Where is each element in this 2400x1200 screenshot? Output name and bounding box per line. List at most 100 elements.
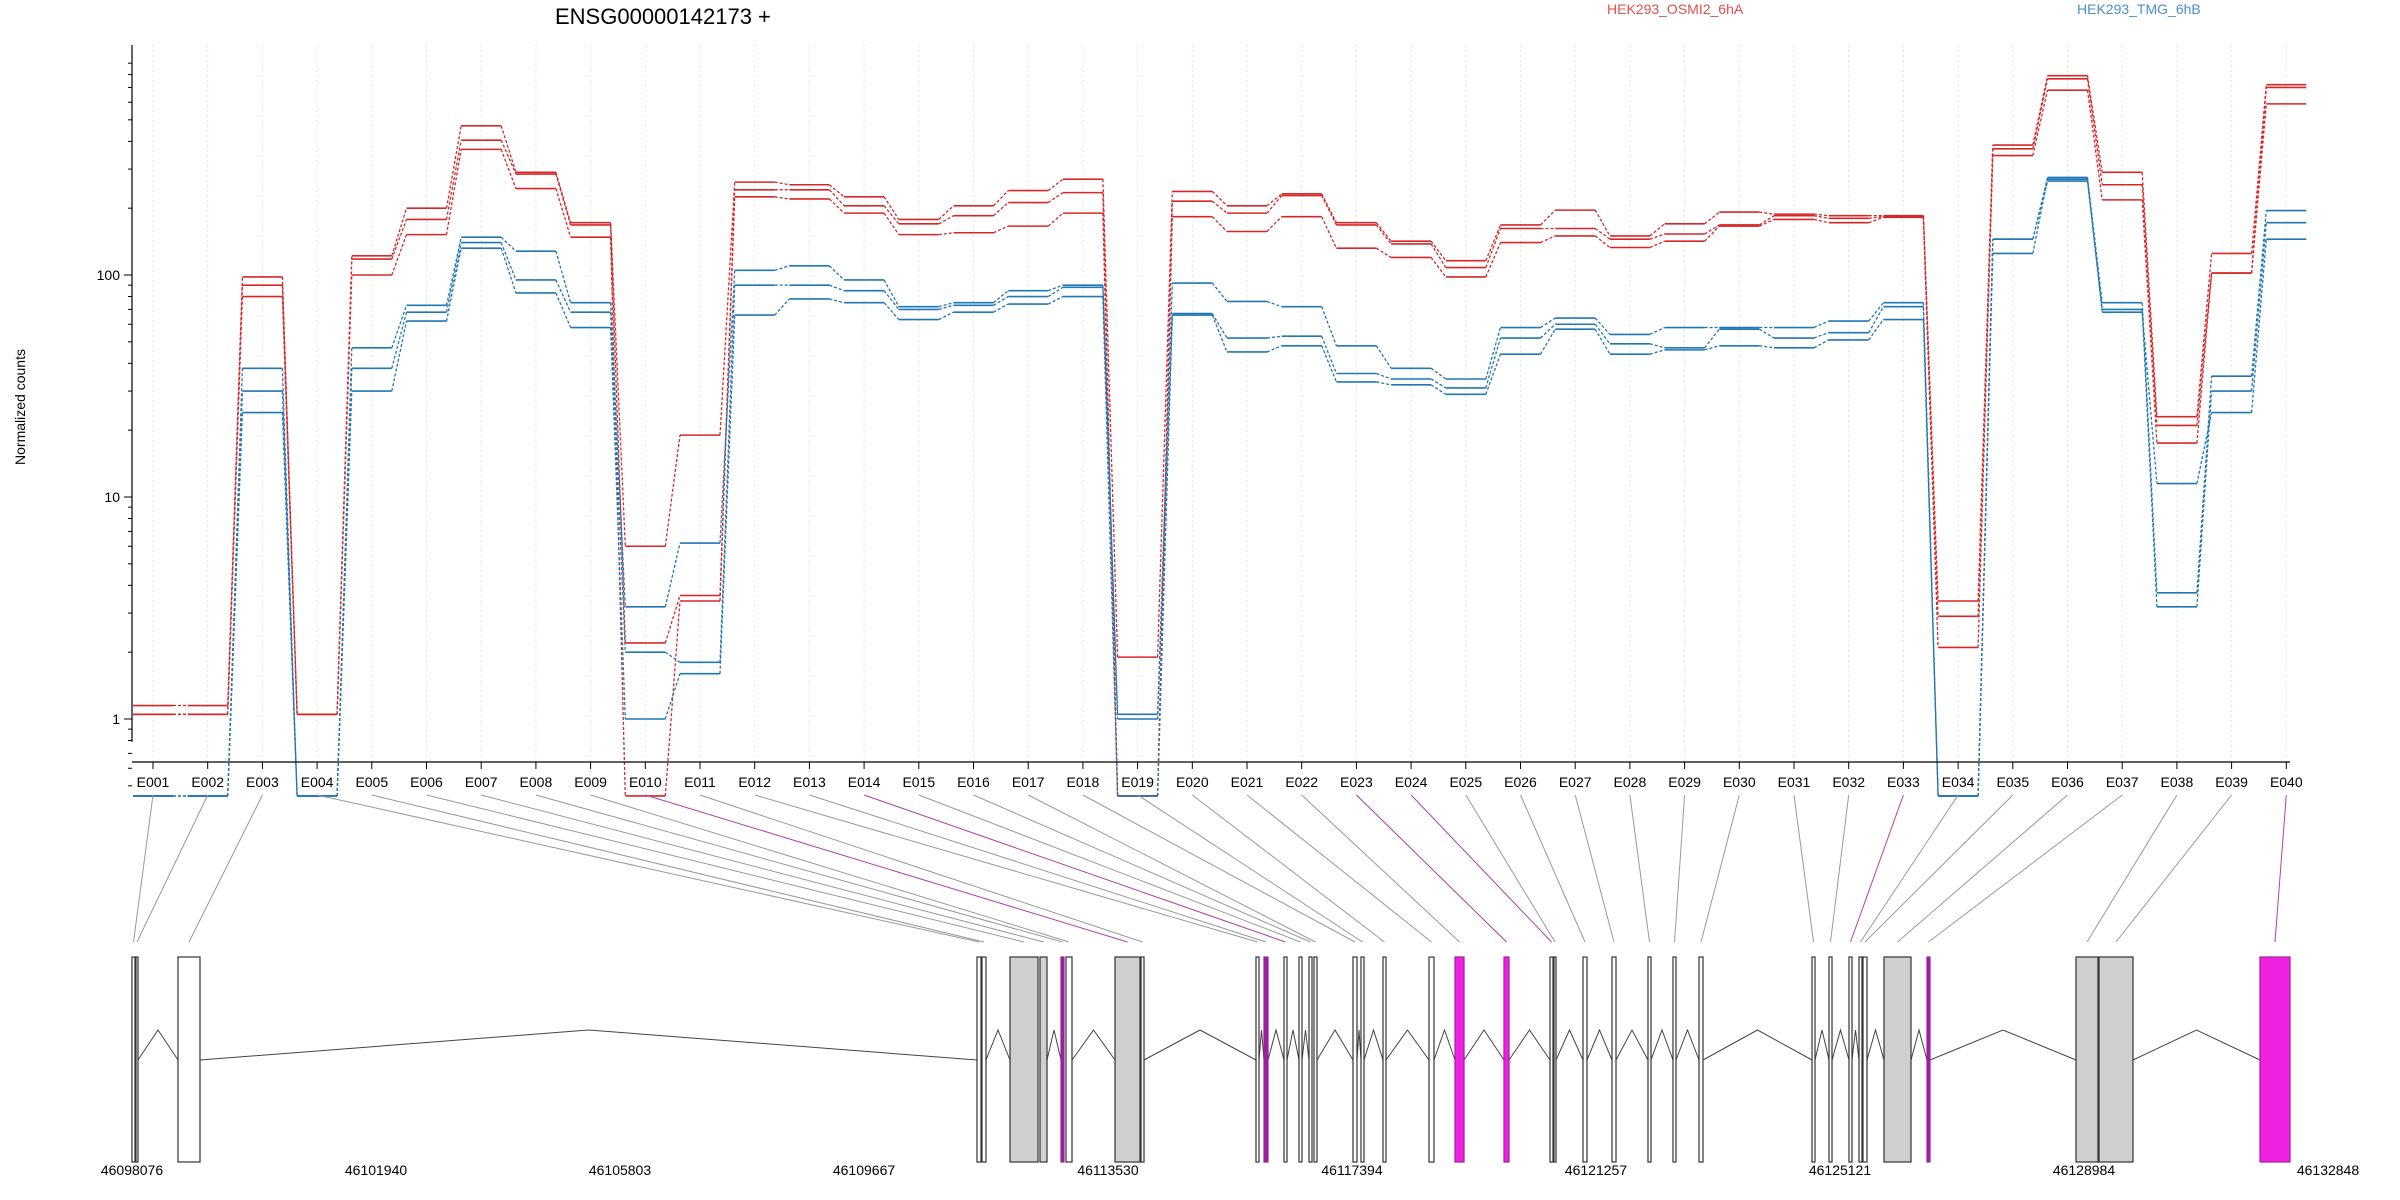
genomic-tick-label-8: 46128984 bbox=[2053, 1162, 2116, 1178]
series-1-step bbox=[2196, 253, 2213, 417]
series-3-step bbox=[2250, 103, 2267, 274]
exon-box-e011 bbox=[1140, 956, 1145, 1163]
series-1-step bbox=[938, 205, 954, 220]
connector-e028 bbox=[1629, 794, 1650, 943]
exon-box-e026 bbox=[1582, 956, 1588, 1163]
exon-box-e029 bbox=[1672, 956, 1677, 1163]
series-6-step bbox=[1485, 353, 1502, 395]
series-1-step bbox=[1485, 224, 1502, 261]
connector-e038 bbox=[2086, 794, 2178, 943]
connector-e013 bbox=[809, 794, 1267, 943]
intron bbox=[1586, 1028, 1613, 1061]
x-tick-label-e020: E020 bbox=[1176, 774, 1209, 790]
series-5-step bbox=[1594, 323, 1611, 345]
series-3-step bbox=[828, 198, 845, 214]
series-4-step bbox=[1649, 326, 1665, 335]
series-5-step bbox=[1485, 337, 1502, 389]
intron bbox=[1385, 1029, 1430, 1061]
x-tick-label-e012: E012 bbox=[738, 774, 771, 790]
exon-box-e002 bbox=[135, 956, 139, 1163]
y-tick-label-100: 100 bbox=[97, 267, 121, 283]
series-1-step bbox=[227, 276, 244, 706]
series-5-step bbox=[1540, 323, 1556, 339]
exon-box-e018 bbox=[1352, 956, 1358, 1163]
series-6-step bbox=[1759, 345, 1775, 349]
genomic-tick-label-0: 46098076 bbox=[101, 1162, 164, 1178]
series-6-step bbox=[993, 303, 1009, 313]
connector-e004 bbox=[316, 794, 980, 943]
connector-e021 bbox=[1246, 794, 1432, 943]
series-5-step bbox=[609, 312, 626, 653]
series-4-step bbox=[828, 265, 845, 281]
x-tick-label-e038: E038 bbox=[2161, 774, 2194, 790]
series-5-step bbox=[1813, 332, 1829, 339]
series-2-step bbox=[2141, 184, 2158, 426]
series-6-step bbox=[2086, 179, 2103, 313]
connector-e001 bbox=[133, 794, 154, 943]
legend-group-osmi2: HEK293_OSMI2_6hA bbox=[1607, 1, 1744, 17]
intron bbox=[1702, 1029, 1813, 1061]
series-6-step bbox=[1211, 314, 1228, 353]
x-tick-label-e023: E023 bbox=[1340, 774, 1373, 790]
genomic-tick-label-3: 46109667 bbox=[833, 1162, 896, 1178]
x-tick-label-e024: E024 bbox=[1395, 774, 1428, 790]
exon-box-e006 bbox=[1009, 956, 1039, 1163]
series-3-step bbox=[500, 149, 517, 189]
series-6-step bbox=[774, 298, 790, 316]
series-3-step bbox=[938, 232, 954, 236]
series-5-step bbox=[1704, 328, 1720, 349]
x-tick-label-e034: E034 bbox=[1942, 774, 1975, 790]
series-3-step bbox=[445, 149, 462, 235]
exon-box-e014 bbox=[1283, 956, 1288, 1163]
x-tick-label-e002: E002 bbox=[191, 774, 224, 790]
intron bbox=[1267, 1028, 1285, 1061]
series-1-step bbox=[719, 182, 736, 436]
series-4-step bbox=[1540, 317, 1556, 329]
series-4-step bbox=[1430, 367, 1447, 380]
exon-box-e025 bbox=[1553, 956, 1557, 1163]
series-1-step bbox=[774, 181, 790, 186]
series-2-step bbox=[2086, 78, 2103, 185]
series-5-step bbox=[1649, 343, 1665, 349]
series-4-step bbox=[500, 236, 517, 252]
series-3-step bbox=[1704, 225, 1720, 242]
exon-box-e024 bbox=[1549, 956, 1554, 1163]
series-6-step bbox=[1376, 381, 1392, 386]
series-4-step bbox=[774, 265, 790, 271]
series-2-step bbox=[1485, 228, 1502, 268]
series-5-step bbox=[1868, 306, 1884, 333]
intron bbox=[985, 1028, 1011, 1061]
gene-model: 46098076 46101940 46105803 46109667 46113530… bbox=[101, 956, 2359, 1178]
intron bbox=[1301, 1029, 1310, 1061]
exon-box-e035 bbox=[1862, 956, 1868, 1163]
series-1-step bbox=[445, 125, 462, 209]
exon-box-e007 bbox=[1039, 956, 1048, 1163]
x-tick-label-e025: E025 bbox=[1449, 774, 1482, 790]
genomic-tick-label-4: 46113530 bbox=[1077, 1162, 1138, 1178]
intron bbox=[2132, 1029, 2261, 1061]
series-6-step bbox=[1539, 328, 1556, 355]
series-1-step bbox=[1047, 178, 1064, 192]
connector-e014 bbox=[863, 794, 1286, 943]
exon-box-e034 bbox=[1858, 956, 1863, 1163]
series-3-step bbox=[993, 225, 1009, 234]
series-5-step bbox=[1266, 335, 1282, 339]
exon-box-e003 bbox=[177, 956, 201, 1163]
exon-box-e020 bbox=[1382, 956, 1387, 1163]
intron bbox=[1463, 1029, 1505, 1061]
series-3-step bbox=[2196, 273, 2213, 444]
series-4-step bbox=[1485, 327, 1502, 380]
intron bbox=[1356, 1029, 1362, 1061]
series-1-step bbox=[1977, 145, 1994, 602]
x-tick-label-e004: E004 bbox=[301, 774, 334, 790]
connector-e027 bbox=[1574, 794, 1615, 943]
exon-box-e012 bbox=[1255, 956, 1260, 1163]
exon-box-e038 bbox=[2075, 956, 2099, 1163]
series-4-step bbox=[1813, 320, 1829, 329]
series-1-step bbox=[500, 125, 517, 173]
connector-e017 bbox=[1027, 794, 1316, 943]
series-4-step bbox=[938, 302, 954, 308]
connector-e031 bbox=[1793, 794, 1814, 943]
connector-e009 bbox=[590, 794, 1070, 943]
